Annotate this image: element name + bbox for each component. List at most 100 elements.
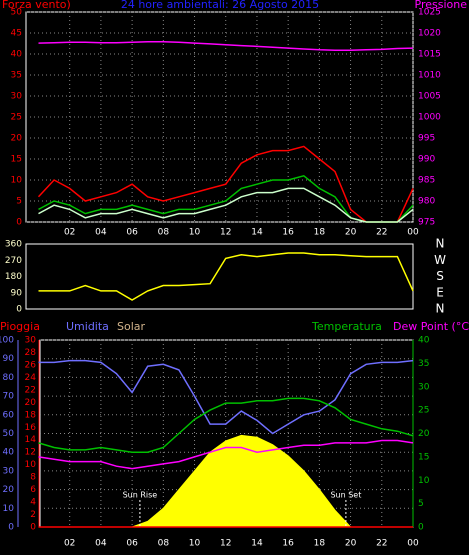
x-tick-label: 18 (314, 539, 326, 549)
y-tick-label: 40 (3, 448, 15, 458)
y-tick-label: 5 (418, 499, 424, 509)
y-tick-label: 30 (418, 382, 430, 392)
y-tick-label: W (434, 253, 446, 267)
x-tick-label: 10 (189, 539, 201, 549)
y-tick-label: 0 (16, 218, 22, 228)
y-tick-label: 1005 (418, 92, 441, 102)
y-tick-label: 985 (418, 176, 435, 186)
y-tick-label: 980 (418, 197, 435, 207)
y-tick-label: 100 (0, 336, 14, 346)
x-tick-label: 04 (95, 228, 107, 238)
y-tick-label: 0 (8, 523, 14, 533)
y-tick-label: 18 (25, 410, 37, 420)
y-tick-label: 60 (3, 410, 15, 420)
y-tick-label: 20 (418, 429, 430, 439)
y-tick-label: 990 (418, 155, 435, 165)
line (38, 397, 414, 453)
y-tick-label: 40 (11, 50, 23, 60)
y-tick-label: 14 (25, 435, 37, 445)
y-tick-label: 50 (3, 429, 15, 439)
y-tick-label: 30 (25, 336, 37, 346)
y-tick-label: 8 (30, 473, 36, 483)
x-tick-label: 08 (158, 228, 170, 238)
y-tick-label: N (436, 237, 445, 251)
annotation: Sun Rise (123, 491, 158, 500)
y-tick-label: 6 (30, 485, 36, 495)
legend-label: Solar (117, 320, 146, 333)
y-tick-label: 0 (30, 523, 36, 533)
y-tick-label: E (436, 285, 444, 299)
chart-title: 24 hore ambientali: 26 Agosto 2015 (121, 0, 319, 11)
y-tick-label: 10 (25, 460, 37, 470)
y-tick-label: 30 (11, 92, 23, 102)
y-tick-label: 45 (11, 29, 22, 39)
y-tick-label: 0 (418, 523, 424, 533)
y-tick-label: 30 (3, 466, 15, 476)
y-tick-label: 10 (418, 476, 430, 486)
y-tick-label: 70 (3, 392, 15, 402)
y-tick-label: 90 (3, 354, 15, 364)
y-tick-label: 35 (418, 359, 429, 369)
y-tick-label: 1010 (418, 71, 441, 81)
line (38, 439, 414, 470)
y-tick-label: 10 (11, 176, 23, 186)
y-tick-label: 180 (5, 272, 22, 282)
x-tick-label: 02 (64, 539, 75, 549)
x-tick-label: 02 (64, 228, 75, 238)
line (38, 187, 414, 223)
y-tick-label: 90 (11, 288, 23, 298)
line (38, 252, 414, 301)
y-tick-label: 20 (3, 485, 15, 495)
y-tick-label: N (436, 302, 445, 316)
y-tick-label: 22 (25, 385, 36, 395)
y-tick-label: 25 (418, 406, 429, 416)
y-tick-label: 995 (418, 134, 435, 144)
plot-frame (25, 243, 414, 310)
y2-axis-label: Pressione (415, 0, 468, 11)
x-tick-label: 00 (407, 228, 419, 238)
y-tick-label: S (436, 269, 444, 283)
x-tick-label: 00 (407, 539, 419, 549)
y-tick-label: 15 (418, 452, 429, 462)
y-tick-label: 1015 (418, 50, 441, 60)
y-tick-label: 1000 (418, 113, 441, 123)
y-tick-label: 35 (11, 71, 22, 81)
y-tick-label: 15 (11, 155, 22, 165)
y-tick-label: 25 (11, 113, 22, 123)
legend-label: Pioggia (0, 320, 40, 333)
x-tick-label: 08 (158, 539, 170, 549)
y-tick-label: 80 (3, 373, 15, 383)
y-tick-label: 1025 (418, 8, 441, 18)
y-tick-label: 975 (418, 218, 435, 228)
x-tick-label: 18 (314, 228, 326, 238)
y-tick-label: 28 (25, 348, 37, 358)
legend-label: Temperatura (311, 320, 382, 333)
y-tick-label: 0 (16, 305, 22, 315)
x-tick-label: 06 (126, 539, 138, 549)
y-tick-label: 50 (11, 8, 23, 18)
annotation: Sun Set (330, 491, 361, 500)
x-tick-label: 10 (189, 228, 201, 238)
x-tick-label: 14 (251, 539, 263, 549)
x-tick-label: 04 (95, 539, 107, 549)
y-tick-label: 40 (418, 336, 430, 346)
y-tick-label: 360 (5, 240, 22, 250)
y-tick-label: 20 (25, 398, 37, 408)
x-tick-label: 12 (220, 228, 231, 238)
y-tick-label: 270 (5, 256, 22, 266)
line (37, 145, 414, 223)
y-tick-label: 12 (25, 448, 36, 458)
y-axis-label: Forza vento) (2, 0, 71, 11)
x-tick-label: 16 (282, 539, 294, 549)
x-tick-label: 22 (376, 539, 387, 549)
x-tick-label: 06 (126, 228, 138, 238)
x-tick-label: 12 (220, 539, 231, 549)
x-tick-label: 16 (282, 228, 294, 238)
line (38, 359, 414, 435)
y-tick-label: 24 (25, 373, 37, 383)
y-tick-label: 2 (30, 510, 36, 520)
legend-label: Umidita (66, 320, 109, 333)
x-tick-label: 20 (345, 539, 357, 549)
y-tick-label: 1020 (418, 29, 441, 39)
